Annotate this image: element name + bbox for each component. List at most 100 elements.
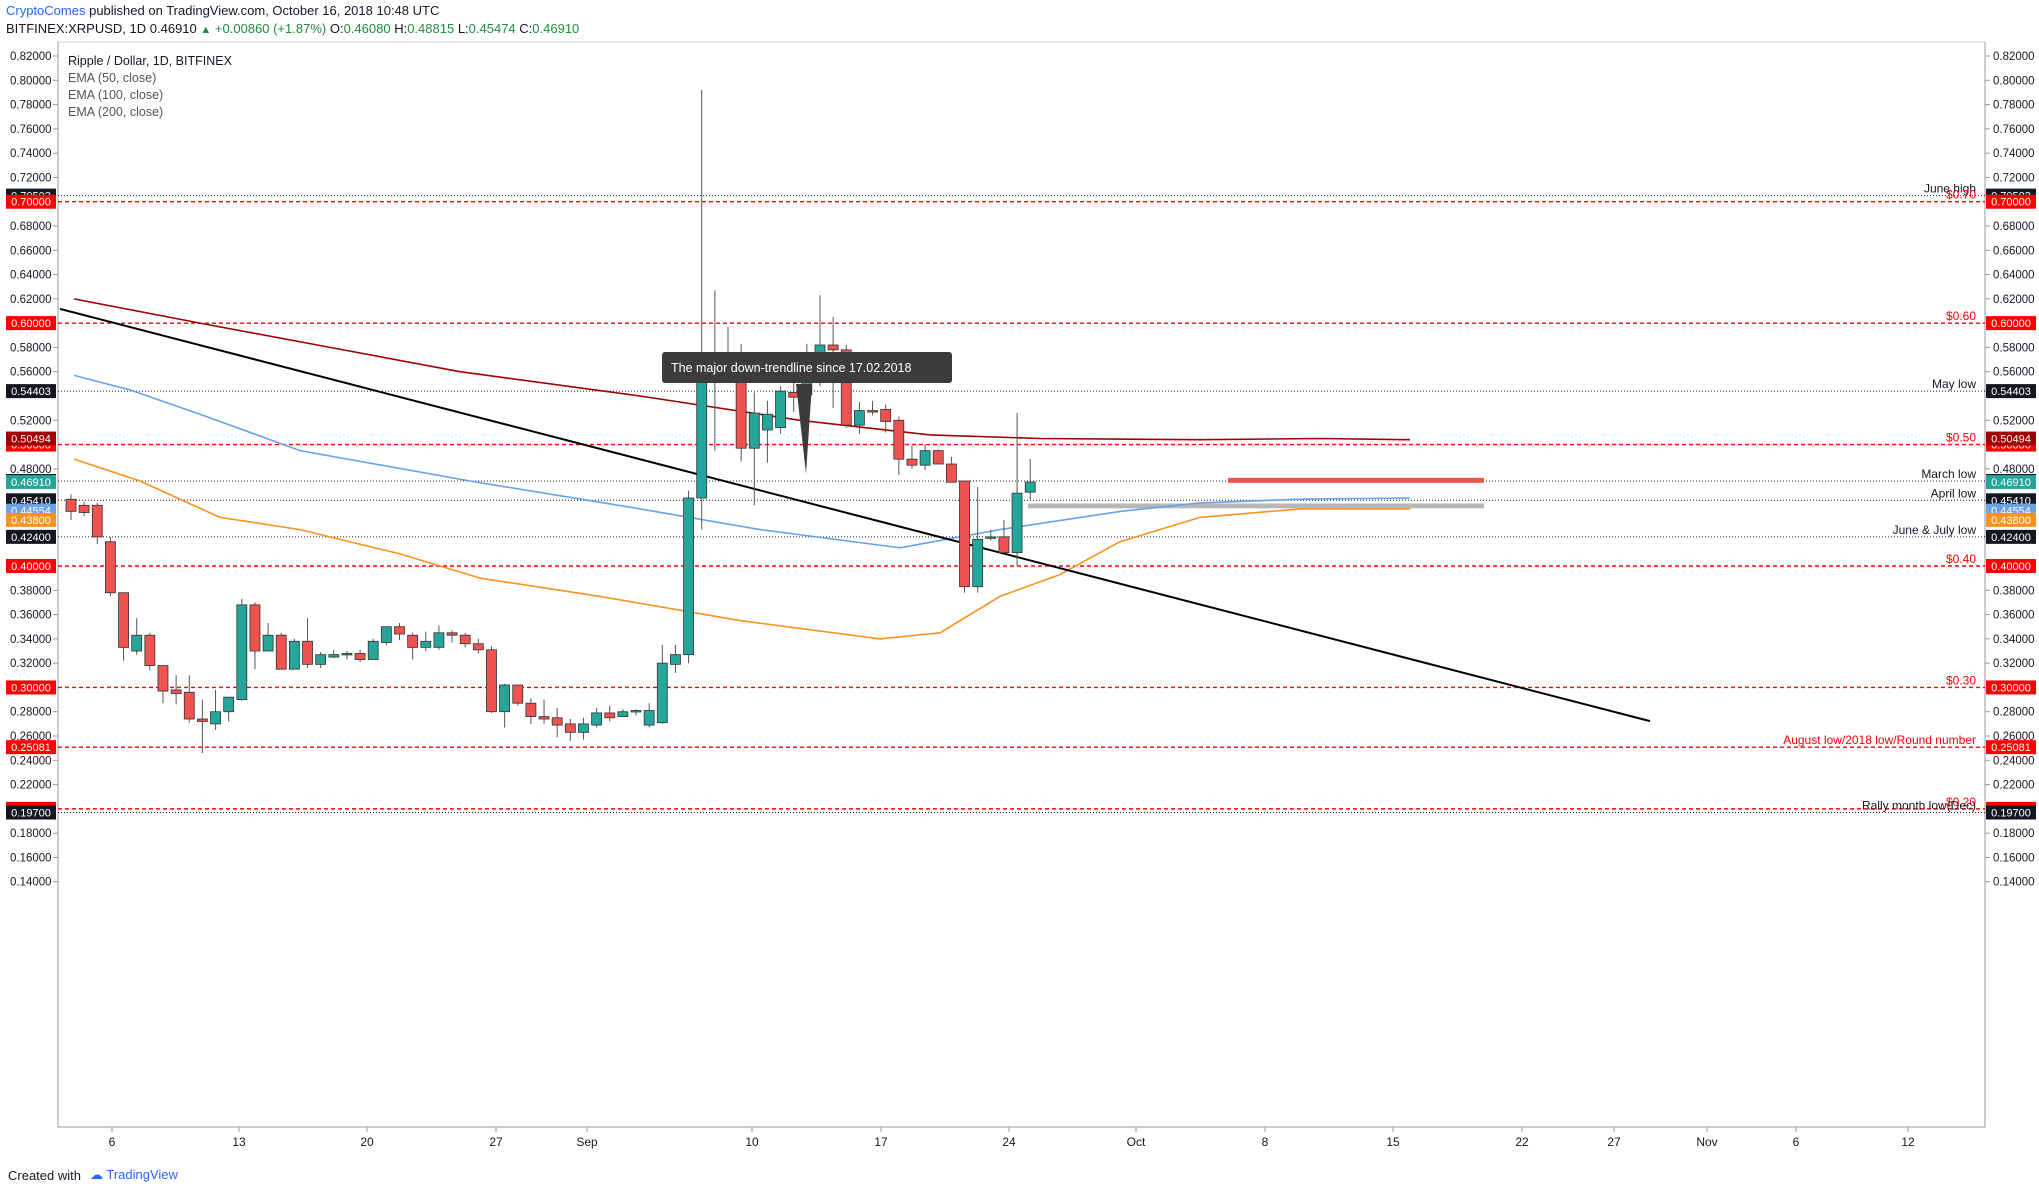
- right-y-tick: 0.36000: [1993, 610, 2035, 622]
- callout-box[interactable]: [662, 352, 952, 383]
- candle-body-up: [262, 634, 274, 652]
- candle-body-up: [367, 640, 379, 660]
- level-label: April low: [1931, 486, 1977, 500]
- left-y-tick: 0.56000: [10, 367, 52, 379]
- right-y-tick: 0.26000: [1993, 731, 2035, 743]
- left-y-tick: 0.16000: [10, 852, 52, 864]
- candle-body-down: [906, 458, 918, 466]
- x-tick-labels: 6 13 20 27 Sep 10 17 24 Oct 8 15 22 27 Nov 6 12: [109, 1127, 1915, 1149]
- right-y-tick: 0.58000: [1993, 342, 2035, 354]
- ema200-line: [73, 298, 1411, 441]
- candle: [683, 490, 694, 664]
- candle: [459, 632, 471, 648]
- candle-body-down: [840, 349, 852, 426]
- right-price-badge: [1986, 512, 2036, 527]
- level-label: $0.70: [1946, 188, 1976, 202]
- candle-body-down: [394, 626, 405, 635]
- annotation-callout[interactable]: The major down-trendline since 17.02.201…: [662, 352, 952, 474]
- left-y-tick: 0.80000: [10, 75, 52, 87]
- candle-body-down: [893, 419, 905, 460]
- x-tick: 17: [874, 1135, 888, 1149]
- last-price: 0.46910: [149, 21, 197, 36]
- candle-body-up: [656, 662, 668, 724]
- right-price-badge: [1986, 740, 2036, 755]
- candle-body-down: [91, 504, 103, 538]
- candle-body-down: [249, 604, 261, 652]
- candle-body-down: [538, 716, 550, 720]
- left-y-tick: 0.28000: [10, 707, 52, 719]
- candle: [315, 652, 327, 669]
- candle-body-down: [472, 643, 484, 651]
- tradingview-logo[interactable]: ☁ TradingView: [90, 1167, 178, 1183]
- trendline[interactable]: [59, 307, 1651, 723]
- right-y-tick: 0.72000: [1993, 172, 2035, 184]
- close-value: 0.46910: [532, 21, 580, 36]
- x-tick: 12: [1901, 1135, 1915, 1149]
- callout-text: The major down-trendline since 17.02.201…: [671, 361, 911, 375]
- candle: [564, 719, 576, 741]
- open-label: O:: [329, 21, 344, 36]
- candle-body-up: [919, 450, 931, 466]
- left-price-badge: [6, 194, 56, 209]
- candle: [670, 644, 681, 673]
- left-y-tick: 0.64000: [10, 270, 52, 282]
- candle-body-down: [486, 649, 497, 713]
- candle: [972, 487, 984, 593]
- candle: [906, 445, 918, 469]
- author-link[interactable]: CryptoComes: [6, 3, 86, 18]
- candle-body-down: [998, 536, 1010, 554]
- right-price-badge: [1986, 805, 2036, 820]
- high-label: H:: [394, 21, 408, 36]
- candle: [328, 649, 340, 659]
- x-tick: 13: [232, 1135, 246, 1149]
- right-y-tick: 0.22000: [1993, 780, 2035, 792]
- plot-area-frame: [57, 41, 1986, 1128]
- left-y-tick: 0.38000: [10, 585, 52, 597]
- candle: [551, 708, 563, 738]
- x-tick: 10: [745, 1135, 759, 1149]
- right-y-tick: 0.32000: [1993, 658, 2035, 670]
- candle-body-up: [380, 626, 392, 643]
- candle-body-up: [433, 632, 445, 648]
- candle: [591, 708, 602, 728]
- x-tick: Nov: [1696, 1135, 1717, 1149]
- candle-body-down: [932, 450, 944, 465]
- level-label: $0.50: [1946, 431, 1976, 445]
- callout-pointer: [796, 384, 812, 474]
- level-label: $0.60: [1946, 309, 1976, 323]
- left-price-badge-text: 0.50494: [11, 434, 51, 446]
- symbol-label[interactable]: BITFINEX:XRPUSD, 1D: [6, 21, 147, 36]
- right-y-tick: 0.66000: [1993, 245, 2035, 257]
- candle: [499, 683, 511, 728]
- candle-body-down: [78, 504, 90, 513]
- candle-body-down: [354, 653, 366, 660]
- grey-support-zone: [1028, 503, 1484, 509]
- down-trendline[interactable]: [59, 307, 1651, 723]
- candle: [525, 698, 537, 724]
- candle: [893, 416, 905, 475]
- left-y-tick: 0.18000: [10, 828, 52, 840]
- candle: [433, 625, 445, 650]
- candle-body-down: [880, 408, 892, 422]
- left-y-tick: 0.22000: [10, 780, 52, 792]
- right-y-tick: 0.64000: [1993, 270, 2035, 282]
- left-y-tick: 0.34000: [10, 634, 52, 646]
- left-price-badge-text: 0.30000: [11, 682, 51, 694]
- right-price-badge-text: 0.60000: [1991, 318, 2031, 330]
- level-label: $0.40: [1946, 552, 1976, 566]
- left-price-badge: [6, 431, 56, 446]
- candle-body-down: [945, 463, 957, 483]
- right-price-badge: [1986, 431, 2036, 446]
- candle-body-up: [617, 711, 629, 717]
- candle: [762, 400, 773, 463]
- candle-body-down: [551, 717, 563, 726]
- right-price-badge-text: 0.43800: [1991, 515, 2031, 527]
- price-badges: 0.705030.705030.700000.700000.600000.600…: [6, 188, 2036, 820]
- left-price-badge: [6, 316, 56, 331]
- left-y-tick: 0.78000: [10, 100, 52, 112]
- left-price-badge-text: 0.42400: [11, 532, 51, 544]
- low-value: 0.45474: [468, 21, 516, 36]
- candle: [288, 638, 300, 670]
- right-y-tick: 0.34000: [1993, 634, 2035, 646]
